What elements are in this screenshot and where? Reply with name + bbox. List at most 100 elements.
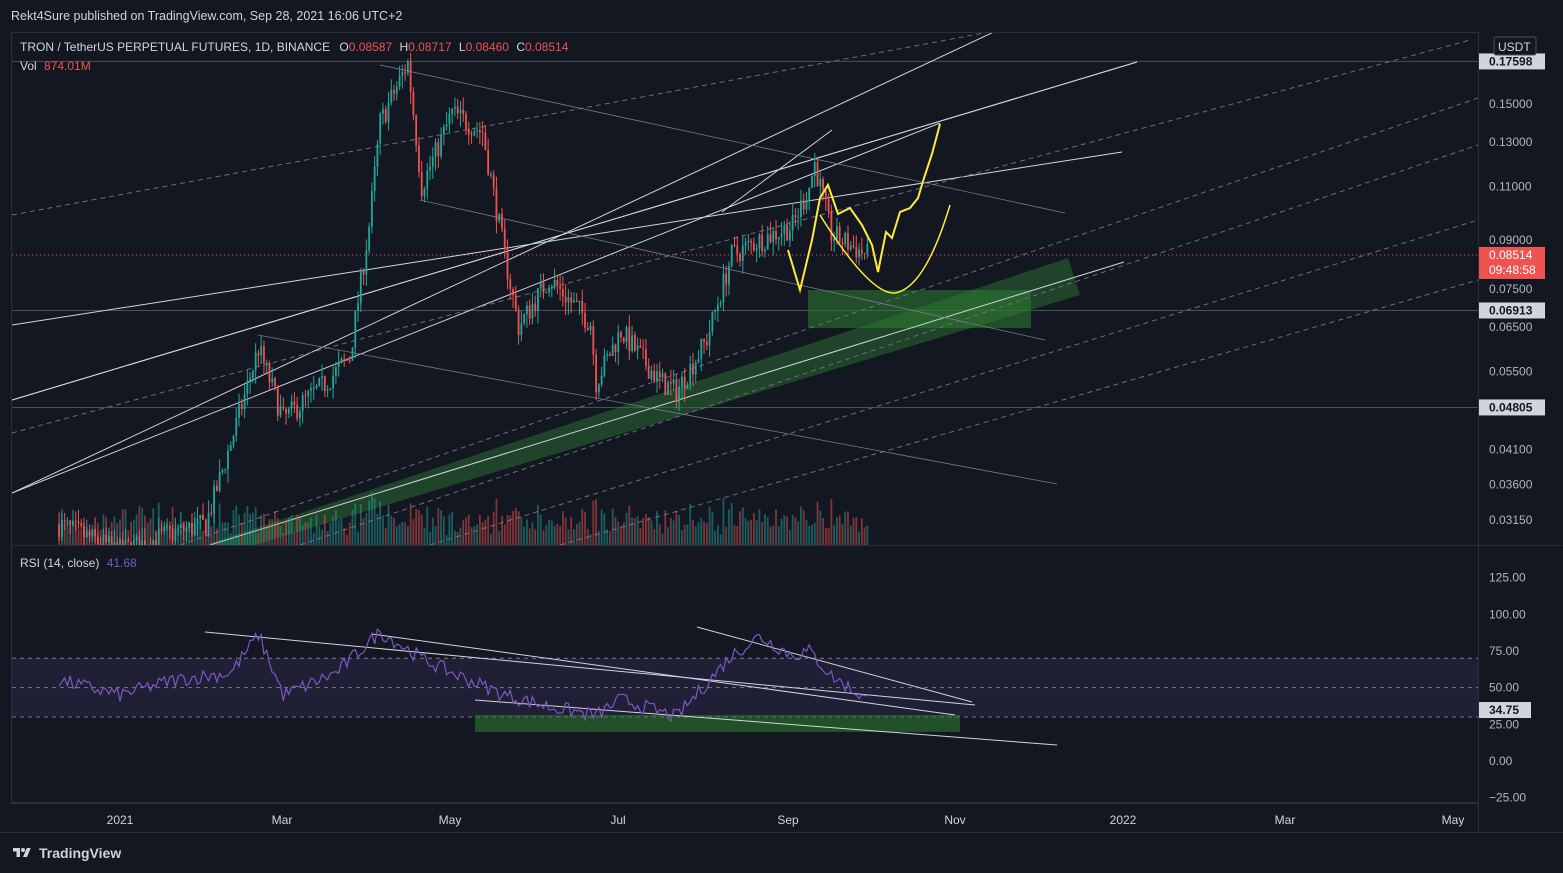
volume-bar [108, 527, 110, 545]
candle-body [813, 161, 816, 177]
volume-bar [96, 522, 99, 545]
volume-bar [301, 524, 304, 545]
time-tick-label: Nov [944, 813, 965, 827]
low-label: L [458, 40, 466, 54]
volume-bar [656, 510, 658, 545]
candle-body [232, 435, 235, 446]
candle-body [274, 378, 276, 387]
volume-bar [426, 506, 429, 545]
candle-body [384, 108, 387, 122]
candle-body [293, 401, 296, 405]
candle-body [531, 303, 534, 319]
volume-bar [326, 530, 329, 545]
volume-bar [337, 520, 340, 545]
price-pane[interactable] [12, 30, 1478, 569]
volume-bar [683, 524, 686, 545]
volume-bar [836, 517, 838, 545]
candle-body [736, 245, 739, 254]
rsi-pane[interactable] [12, 626, 1478, 746]
volume-bar [559, 526, 562, 545]
candle-body [681, 376, 683, 387]
volume-bar [243, 512, 246, 545]
candle-body [822, 179, 824, 191]
volume-bar [548, 519, 550, 545]
volume-bar [340, 518, 343, 545]
candle-body [611, 344, 614, 357]
volume-bar [703, 521, 705, 545]
candle-body [639, 345, 642, 348]
candle-body [542, 282, 545, 293]
volume-bar [520, 516, 523, 545]
low-value: 0.08460 [465, 40, 509, 54]
candle-body [672, 379, 675, 384]
price-level-label: 0.17598 [1489, 54, 1533, 68]
candle-body [321, 376, 323, 379]
volume-bar [811, 524, 813, 545]
volume-bar [440, 509, 442, 545]
candle-body [229, 445, 232, 451]
rsi-tick-label: 125.00 [1489, 571, 1526, 585]
volume-bar [822, 518, 824, 545]
candle-body [393, 89, 395, 94]
volume-bar [235, 505, 238, 545]
volume-bar [581, 508, 584, 545]
volume-bar [800, 506, 802, 545]
rsi-tick-label: 50.00 [1489, 681, 1519, 695]
candle-body [775, 230, 777, 240]
volume-bar [135, 514, 138, 545]
rsi-trend-line [204, 631, 976, 706]
candle-body [647, 365, 650, 379]
candle-body [235, 417, 238, 436]
candle-body [271, 378, 274, 383]
volume-bar [368, 500, 371, 545]
volume-bar [802, 510, 805, 545]
candle-body [700, 338, 703, 359]
volume-bar [265, 527, 268, 545]
candle-body [77, 521, 80, 524]
volume-bar [467, 514, 470, 545]
volume-bar [780, 518, 783, 545]
volume-bar [282, 533, 285, 545]
candle-body [747, 240, 750, 243]
candle-body [257, 352, 260, 356]
candle-body [658, 371, 661, 378]
candle-body [442, 126, 445, 135]
volume-bar [830, 499, 833, 545]
volume-bar [163, 525, 166, 545]
downtrend-line [419, 199, 1046, 341]
volume-bar [442, 516, 445, 545]
volume-bar [769, 526, 772, 545]
candle-body [240, 403, 243, 409]
volume-bar [711, 511, 714, 545]
volume-bar [271, 519, 274, 545]
candle-body [620, 332, 622, 338]
candle-body [470, 134, 473, 136]
volume-bar [227, 522, 229, 545]
candle-body [603, 355, 606, 376]
volume-bar [628, 505, 631, 545]
price-level-box [1479, 53, 1545, 70]
candle-body [445, 124, 448, 127]
candle-body [556, 279, 559, 287]
volume-bar [852, 517, 855, 545]
volume-bar [113, 516, 116, 545]
candle-body [523, 314, 526, 324]
candle-body [750, 240, 753, 243]
volume-bar [160, 519, 163, 545]
candle-body [777, 237, 780, 240]
volume-bar [146, 522, 149, 545]
rsi-trend-line [696, 626, 973, 703]
volume-bar [805, 519, 808, 545]
volume-bar [141, 507, 144, 545]
volume-bar [287, 517, 290, 545]
volume-bar [501, 515, 503, 545]
volume-bar [650, 520, 653, 545]
footer-brand[interactable]: TradingView [11, 845, 121, 861]
bar-countdown-label: 09:48:58 [1489, 263, 1536, 277]
candle-body [451, 108, 454, 115]
high-value: 0.08717 [408, 40, 452, 54]
candle-body [290, 401, 293, 409]
candle-body [564, 296, 567, 303]
candle-body [733, 244, 736, 246]
